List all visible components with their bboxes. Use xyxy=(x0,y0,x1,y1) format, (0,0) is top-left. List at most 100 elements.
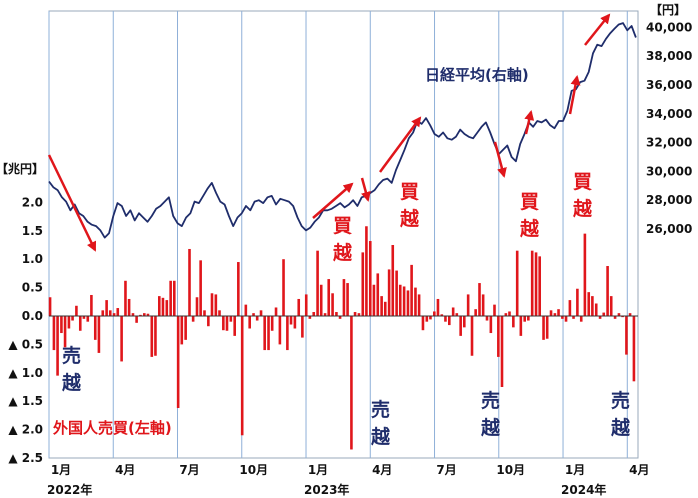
foreign-bar xyxy=(606,266,609,316)
annotation-char: 売 xyxy=(481,389,500,412)
foreign-bar xyxy=(342,279,346,316)
x-tick-label: 4月 xyxy=(372,463,392,477)
foreign-bar xyxy=(195,297,199,316)
trend-arrows xyxy=(47,13,611,252)
foreign-bar xyxy=(331,293,334,316)
foreign-bar xyxy=(233,316,236,336)
foreign-bar xyxy=(625,316,628,355)
foreign-bar xyxy=(60,316,63,334)
foreign-bar xyxy=(417,294,421,316)
foreign-bar xyxy=(158,296,161,316)
foreign-bar xyxy=(455,313,459,316)
foreign-bar xyxy=(263,316,266,351)
foreign-bar xyxy=(609,296,613,316)
foreign-bar xyxy=(240,316,244,436)
foreign-bar xyxy=(545,316,549,339)
foreign-bar xyxy=(493,304,496,316)
foreign-bar xyxy=(489,316,493,334)
foreign-bar xyxy=(391,245,395,316)
right-tick-label: 36,000 xyxy=(646,78,692,92)
foreign-bar xyxy=(270,316,274,331)
right-tick-label: 32,000 xyxy=(646,136,692,150)
foreign-bar xyxy=(75,305,78,316)
foreign-bar xyxy=(184,316,187,340)
foreign-bar xyxy=(383,301,387,316)
foreign-bar xyxy=(395,270,398,316)
right-tick-label: 38,000 xyxy=(646,49,692,63)
annotation-sell-2: 売 越 xyxy=(370,398,391,448)
nikkei-series-label: 日経平均(右軸) xyxy=(425,66,529,84)
foreign-bar xyxy=(67,316,71,329)
foreign-bar xyxy=(485,316,489,321)
foreign-bar xyxy=(316,250,319,316)
foreign-bar xyxy=(199,260,202,316)
foreign-bar xyxy=(368,241,372,316)
annotation-buy-2: 買 越 xyxy=(399,181,420,230)
annotation-char: 買 xyxy=(573,171,592,193)
annotation-buy-4: 買 越 xyxy=(572,171,593,220)
year-label: 2022年 xyxy=(47,482,92,497)
foreign-bar xyxy=(323,313,327,316)
left-tick-label: ▲ 2.5 xyxy=(8,451,43,465)
foreign-bar xyxy=(176,316,180,409)
foreign-bar xyxy=(410,264,413,316)
foreign-bar xyxy=(63,316,67,348)
foreign-bar xyxy=(481,294,485,316)
foreign-bar xyxy=(433,311,436,316)
x-tick-label: 1月 xyxy=(51,463,71,477)
trend-arrow xyxy=(584,13,611,46)
foreign-bar xyxy=(512,316,515,328)
foreign-bar xyxy=(112,313,116,316)
foreign-bar xyxy=(52,316,56,351)
foreign-bar xyxy=(444,316,447,322)
foreign-bar xyxy=(353,312,357,316)
foreign-bar xyxy=(402,286,406,316)
year-label: 2023年 xyxy=(304,482,349,497)
x-tick-label: 1月 xyxy=(308,463,328,477)
annotation-char: 買 xyxy=(333,215,352,237)
foreign-bar xyxy=(398,284,402,316)
foreign-bar xyxy=(613,316,617,319)
foreign-bar xyxy=(214,294,218,316)
foreign-bar xyxy=(372,284,376,316)
left-unit-label: 【兆円】 xyxy=(0,161,44,176)
foreign-bar xyxy=(568,300,572,316)
foreign-bar xyxy=(572,316,575,319)
foreign-bar xyxy=(105,300,108,316)
annotation-char: 越 xyxy=(519,217,540,240)
foreign-bar xyxy=(191,316,195,322)
annotation-char: 売 xyxy=(62,344,81,367)
foreign-bar xyxy=(82,316,86,319)
foreign-bar xyxy=(244,304,248,316)
left-tick-label: 0.5 xyxy=(22,281,43,295)
x-tick-label: 10月 xyxy=(239,463,268,477)
left-tick-label: 2.0 xyxy=(22,195,43,209)
foreign-bar xyxy=(289,316,293,325)
foreign-bar xyxy=(632,316,636,382)
foreign-bar xyxy=(462,316,466,328)
foreign-bar xyxy=(497,316,500,357)
annotation-buy-1: 買 越 xyxy=(332,215,353,264)
foreign-bar xyxy=(120,316,123,362)
foreign-bar xyxy=(93,316,97,340)
annotation-char: 買 xyxy=(400,181,419,203)
foreign-bar xyxy=(146,313,150,316)
foreign-bar xyxy=(451,307,455,316)
foreign-bar xyxy=(530,250,534,316)
foreign-bar xyxy=(538,256,541,316)
trend-arrow xyxy=(378,116,422,173)
foreign-bar xyxy=(210,293,214,316)
foreign-bar xyxy=(365,226,368,316)
foreign-bar xyxy=(376,273,380,316)
foreign-bar xyxy=(127,298,131,316)
foreign-bar xyxy=(86,316,90,322)
left-tick-label: 1.5 xyxy=(22,224,43,238)
foreign-bar xyxy=(56,316,59,376)
foreign-bar xyxy=(576,288,579,316)
foreign-bar xyxy=(248,316,251,329)
annotation-buy-3: 買 越 xyxy=(519,191,540,240)
foreign-bar xyxy=(459,316,462,336)
foreign-bar xyxy=(97,316,101,353)
year-label: 2024年 xyxy=(561,482,606,497)
trend-arrow xyxy=(568,75,581,115)
